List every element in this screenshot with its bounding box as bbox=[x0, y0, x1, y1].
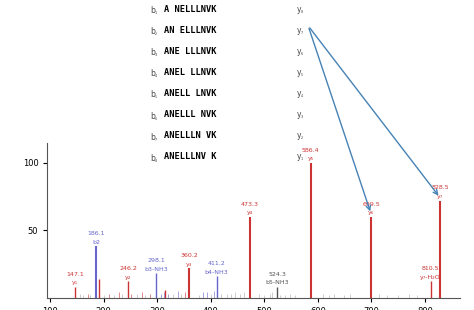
Text: ANELLLNV K: ANELLLNV K bbox=[164, 152, 216, 161]
Text: 246.2: 246.2 bbox=[119, 266, 137, 271]
Text: 586.4: 586.4 bbox=[302, 148, 319, 153]
Text: y₅: y₅ bbox=[308, 157, 314, 162]
Text: y₃: y₃ bbox=[186, 262, 192, 267]
Text: 810.5: 810.5 bbox=[422, 266, 439, 271]
Text: y$_{₂}$: y$_{₂}$ bbox=[296, 131, 305, 142]
Text: y₆: y₆ bbox=[368, 210, 374, 215]
Text: b$_{₄}$: b$_{₄}$ bbox=[150, 68, 159, 80]
Text: b$_{₁}$: b$_{₁}$ bbox=[150, 5, 159, 17]
Text: AN ELLLNVK: AN ELLLNVK bbox=[164, 26, 216, 35]
Text: y$_{₁}$: y$_{₁}$ bbox=[296, 152, 305, 163]
Text: y$_{₅}$: y$_{₅}$ bbox=[296, 68, 305, 79]
Text: 473.3: 473.3 bbox=[241, 202, 259, 207]
Text: y$_{₇}$: y$_{₇}$ bbox=[296, 26, 305, 37]
Text: b$_{₆}$: b$_{₆}$ bbox=[150, 110, 159, 122]
Text: y$_{₈}$: y$_{₈}$ bbox=[296, 5, 305, 16]
Text: y$_{₃}$: y$_{₃}$ bbox=[296, 110, 305, 121]
Text: ANELLL NVK: ANELLL NVK bbox=[164, 110, 216, 119]
Text: b$_{₃}$: b$_{₃}$ bbox=[150, 47, 159, 59]
Text: ANEL LLNVK: ANEL LLNVK bbox=[164, 68, 216, 77]
Text: 147.1: 147.1 bbox=[66, 272, 84, 277]
Text: y₇: y₇ bbox=[437, 194, 443, 199]
Text: b$_{₅}$: b$_{₅}$ bbox=[150, 89, 159, 101]
Text: A NELLLNVK: A NELLLNVK bbox=[164, 5, 216, 14]
Text: 699.5: 699.5 bbox=[362, 202, 380, 207]
Text: b$_{₂}$: b$_{₂}$ bbox=[150, 26, 159, 38]
Text: 360.2: 360.2 bbox=[181, 253, 198, 258]
Text: y₇-H₂O: y₇-H₂O bbox=[420, 275, 441, 280]
Text: b$_{₈}$: b$_{₈}$ bbox=[150, 152, 159, 165]
Text: y₄: y₄ bbox=[247, 210, 253, 215]
Text: 186.1: 186.1 bbox=[87, 231, 105, 236]
Text: ANE LLLNVK: ANE LLLNVK bbox=[164, 47, 216, 56]
Text: y$_{₆}$: y$_{₆}$ bbox=[296, 47, 305, 58]
Text: b5-NH3: b5-NH3 bbox=[265, 281, 289, 286]
Text: 524.3: 524.3 bbox=[268, 272, 286, 277]
Text: b3-NH3: b3-NH3 bbox=[144, 267, 168, 272]
Text: 298.1: 298.1 bbox=[147, 258, 165, 263]
Text: y$_{₄}$: y$_{₄}$ bbox=[296, 89, 305, 100]
Text: y₂: y₂ bbox=[125, 275, 131, 280]
Text: 411.2: 411.2 bbox=[208, 261, 226, 266]
Text: b$_{₇}$: b$_{₇}$ bbox=[150, 131, 159, 144]
Text: y₁: y₁ bbox=[72, 281, 78, 286]
Text: b4-NH3: b4-NH3 bbox=[205, 270, 228, 275]
Text: ANELL LNVK: ANELL LNVK bbox=[164, 89, 216, 98]
Text: b2: b2 bbox=[92, 240, 100, 245]
Text: 828.5: 828.5 bbox=[431, 185, 449, 190]
Text: ANELLLN VK: ANELLLN VK bbox=[164, 131, 216, 140]
